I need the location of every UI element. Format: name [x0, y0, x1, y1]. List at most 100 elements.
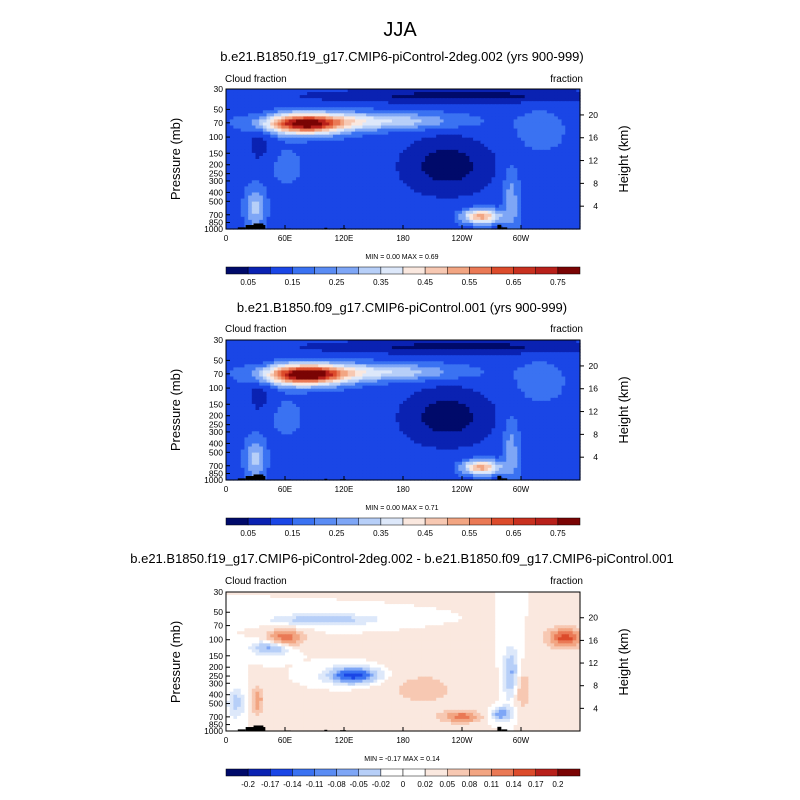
field-cell [417, 168, 423, 172]
field-cell [524, 92, 529, 96]
field-cell [329, 165, 334, 169]
field-cell [495, 165, 500, 169]
field-cell [244, 165, 249, 169]
field-cell [454, 222, 459, 227]
field-cell [458, 177, 463, 181]
field-cell [233, 180, 238, 184]
field-cell [509, 343, 515, 347]
field-cell [576, 162, 581, 166]
field-cell [391, 104, 397, 108]
field-cell [469, 195, 474, 200]
field-cell [425, 152, 430, 157]
field-cell [513, 89, 518, 93]
field-cell [259, 346, 264, 350]
field-cell [517, 119, 522, 124]
field-cell [344, 189, 349, 194]
field-cell [259, 113, 264, 117]
field-cell [299, 104, 305, 108]
field-cell [550, 195, 555, 200]
field-cell [237, 125, 242, 130]
field-cell [439, 189, 445, 194]
field-cell [458, 216, 463, 221]
field-cell [255, 152, 260, 157]
field-cell [296, 95, 301, 99]
field-cell [255, 98, 260, 102]
field-cell [528, 343, 533, 347]
field-cell [303, 140, 308, 145]
field-cell [244, 155, 249, 160]
field-cell [362, 195, 367, 200]
field-cell [491, 95, 496, 99]
field-cell [406, 155, 411, 160]
field-cell [240, 140, 246, 145]
field-cell [314, 189, 319, 194]
field-cell [414, 219, 419, 224]
field-cell [310, 207, 316, 212]
field-cell [347, 207, 352, 212]
field-cell [296, 216, 301, 221]
field-cell [292, 149, 297, 154]
field-cell [310, 92, 316, 96]
field-cell [303, 207, 308, 212]
field-cell [557, 104, 563, 108]
field-cell [572, 155, 577, 160]
field-cell [288, 122, 293, 127]
field-cell [462, 89, 467, 93]
colorbar-label: 0.65 [506, 278, 522, 287]
field-cell [502, 346, 507, 350]
field-cell [340, 192, 345, 197]
field-cell [273, 213, 279, 218]
field-cell [285, 198, 290, 203]
field-cell [277, 104, 282, 108]
field-cell [406, 168, 411, 172]
field-cell [248, 107, 253, 111]
field-cell [421, 155, 426, 160]
field-cell [329, 352, 334, 356]
field-cell [521, 116, 526, 121]
field-cell [270, 107, 275, 111]
field-cell [447, 159, 452, 163]
field-cell [513, 119, 518, 124]
field-cell [369, 101, 375, 105]
field-cell [447, 225, 452, 230]
field-cell [439, 162, 445, 166]
field-cell [524, 349, 529, 353]
field-cell [277, 159, 282, 163]
field-cell [513, 137, 518, 142]
field-cell [299, 171, 305, 175]
field-cell [321, 92, 327, 96]
field-cell [576, 146, 581, 151]
field-cell [310, 210, 316, 215]
field-cell [329, 186, 334, 191]
field-cell [521, 213, 526, 218]
field-cell [432, 98, 437, 102]
field-cell [513, 162, 518, 166]
field-cell [406, 216, 411, 221]
field-cell [458, 131, 463, 136]
field-cell [543, 101, 548, 105]
field-cell [550, 146, 555, 151]
field-cell [532, 110, 537, 114]
field-cell [380, 171, 386, 175]
field-cell [439, 180, 445, 184]
field-cell [248, 140, 253, 145]
field-cell [498, 216, 504, 221]
field-cell [546, 146, 552, 151]
x-tick-label: 120E [335, 234, 354, 243]
field-cell [417, 225, 423, 230]
field-cell [454, 192, 459, 197]
field-cell [513, 113, 518, 117]
field-cell [539, 346, 544, 350]
field-cell [469, 104, 474, 108]
field-cell [557, 89, 563, 93]
field-cell [329, 131, 334, 136]
field-cell [543, 92, 548, 96]
field-cell [226, 168, 231, 172]
field-cell [498, 340, 504, 344]
field-cell [384, 186, 389, 191]
field-cell [266, 201, 271, 206]
field-cell [251, 201, 257, 206]
field-cell [506, 98, 511, 102]
field-cell [377, 110, 382, 114]
field-cell [358, 95, 364, 99]
